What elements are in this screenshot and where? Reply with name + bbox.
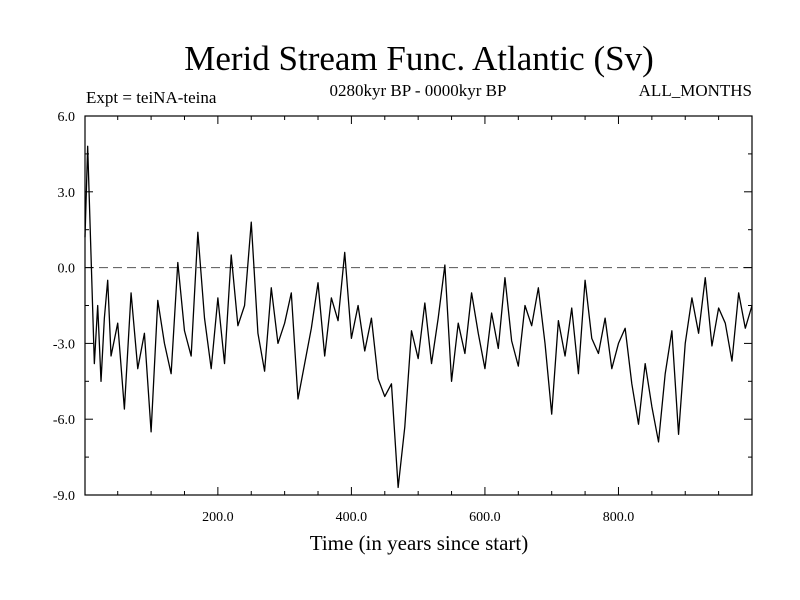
chart-title: Merid Stream Func. Atlantic (Sv) — [184, 39, 654, 78]
x-tick-label: 800.0 — [603, 510, 635, 525]
series-line-0 — [84, 145, 753, 489]
x-tick-label: 200.0 — [202, 510, 234, 525]
experiment-label: Expt = teiNA-teina — [86, 88, 217, 107]
data-series — [84, 145, 753, 489]
y-tick-label: -3.0 — [53, 337, 75, 352]
y-tick-label: 3.0 — [58, 186, 76, 201]
x-axis-ticks: 200.0 400.0 600.0 800.0 — [117, 116, 720, 525]
x-tick-label: 600.0 — [469, 510, 501, 525]
x-axis-label: Time (in years since start) — [310, 531, 529, 555]
months-label: ALL_MONTHS — [639, 81, 752, 100]
time-range-label: 0280kyr BP - 0000kyr BP — [330, 81, 507, 100]
y-tick-label: -9.0 — [53, 489, 75, 504]
y-tick-label: -6.0 — [53, 413, 75, 428]
y-axis-ticks: 6.0 3.0 0.0 -3.0 -6.0 -9.0 — [53, 110, 752, 504]
y-tick-label: 0.0 — [58, 262, 76, 277]
x-tick-label: 400.0 — [336, 510, 368, 525]
plot-frame — [84, 115, 753, 496]
y-tick-label: 6.0 — [58, 110, 76, 125]
